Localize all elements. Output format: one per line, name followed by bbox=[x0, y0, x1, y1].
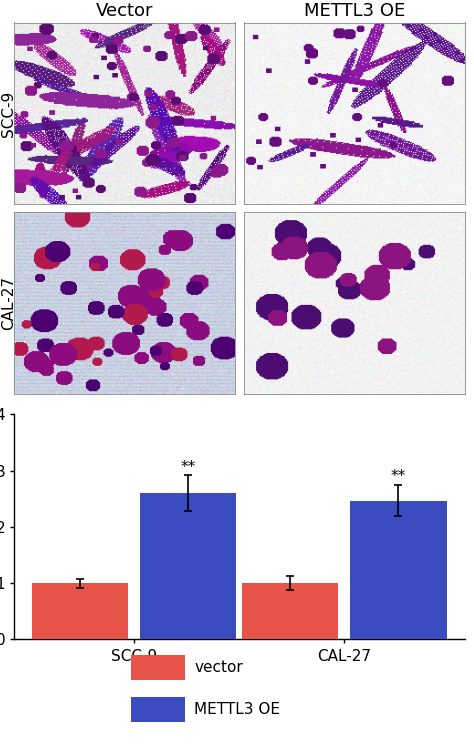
Bar bbox=[350, 500, 447, 640]
Text: **: ** bbox=[391, 469, 406, 484]
Bar bbox=[242, 584, 338, 640]
Title: METTL3 OE: METTL3 OE bbox=[303, 2, 405, 20]
Y-axis label: SCC-9: SCC-9 bbox=[1, 90, 16, 136]
Title: Vector: Vector bbox=[96, 2, 153, 20]
Text: **: ** bbox=[181, 460, 196, 476]
FancyBboxPatch shape bbox=[131, 656, 185, 680]
Bar bbox=[140, 494, 237, 640]
FancyBboxPatch shape bbox=[131, 697, 185, 721]
Bar bbox=[32, 584, 128, 640]
Y-axis label: CAL-27: CAL-27 bbox=[1, 276, 16, 330]
Text: vector: vector bbox=[194, 660, 243, 675]
Text: METTL3 OE: METTL3 OE bbox=[194, 702, 280, 717]
